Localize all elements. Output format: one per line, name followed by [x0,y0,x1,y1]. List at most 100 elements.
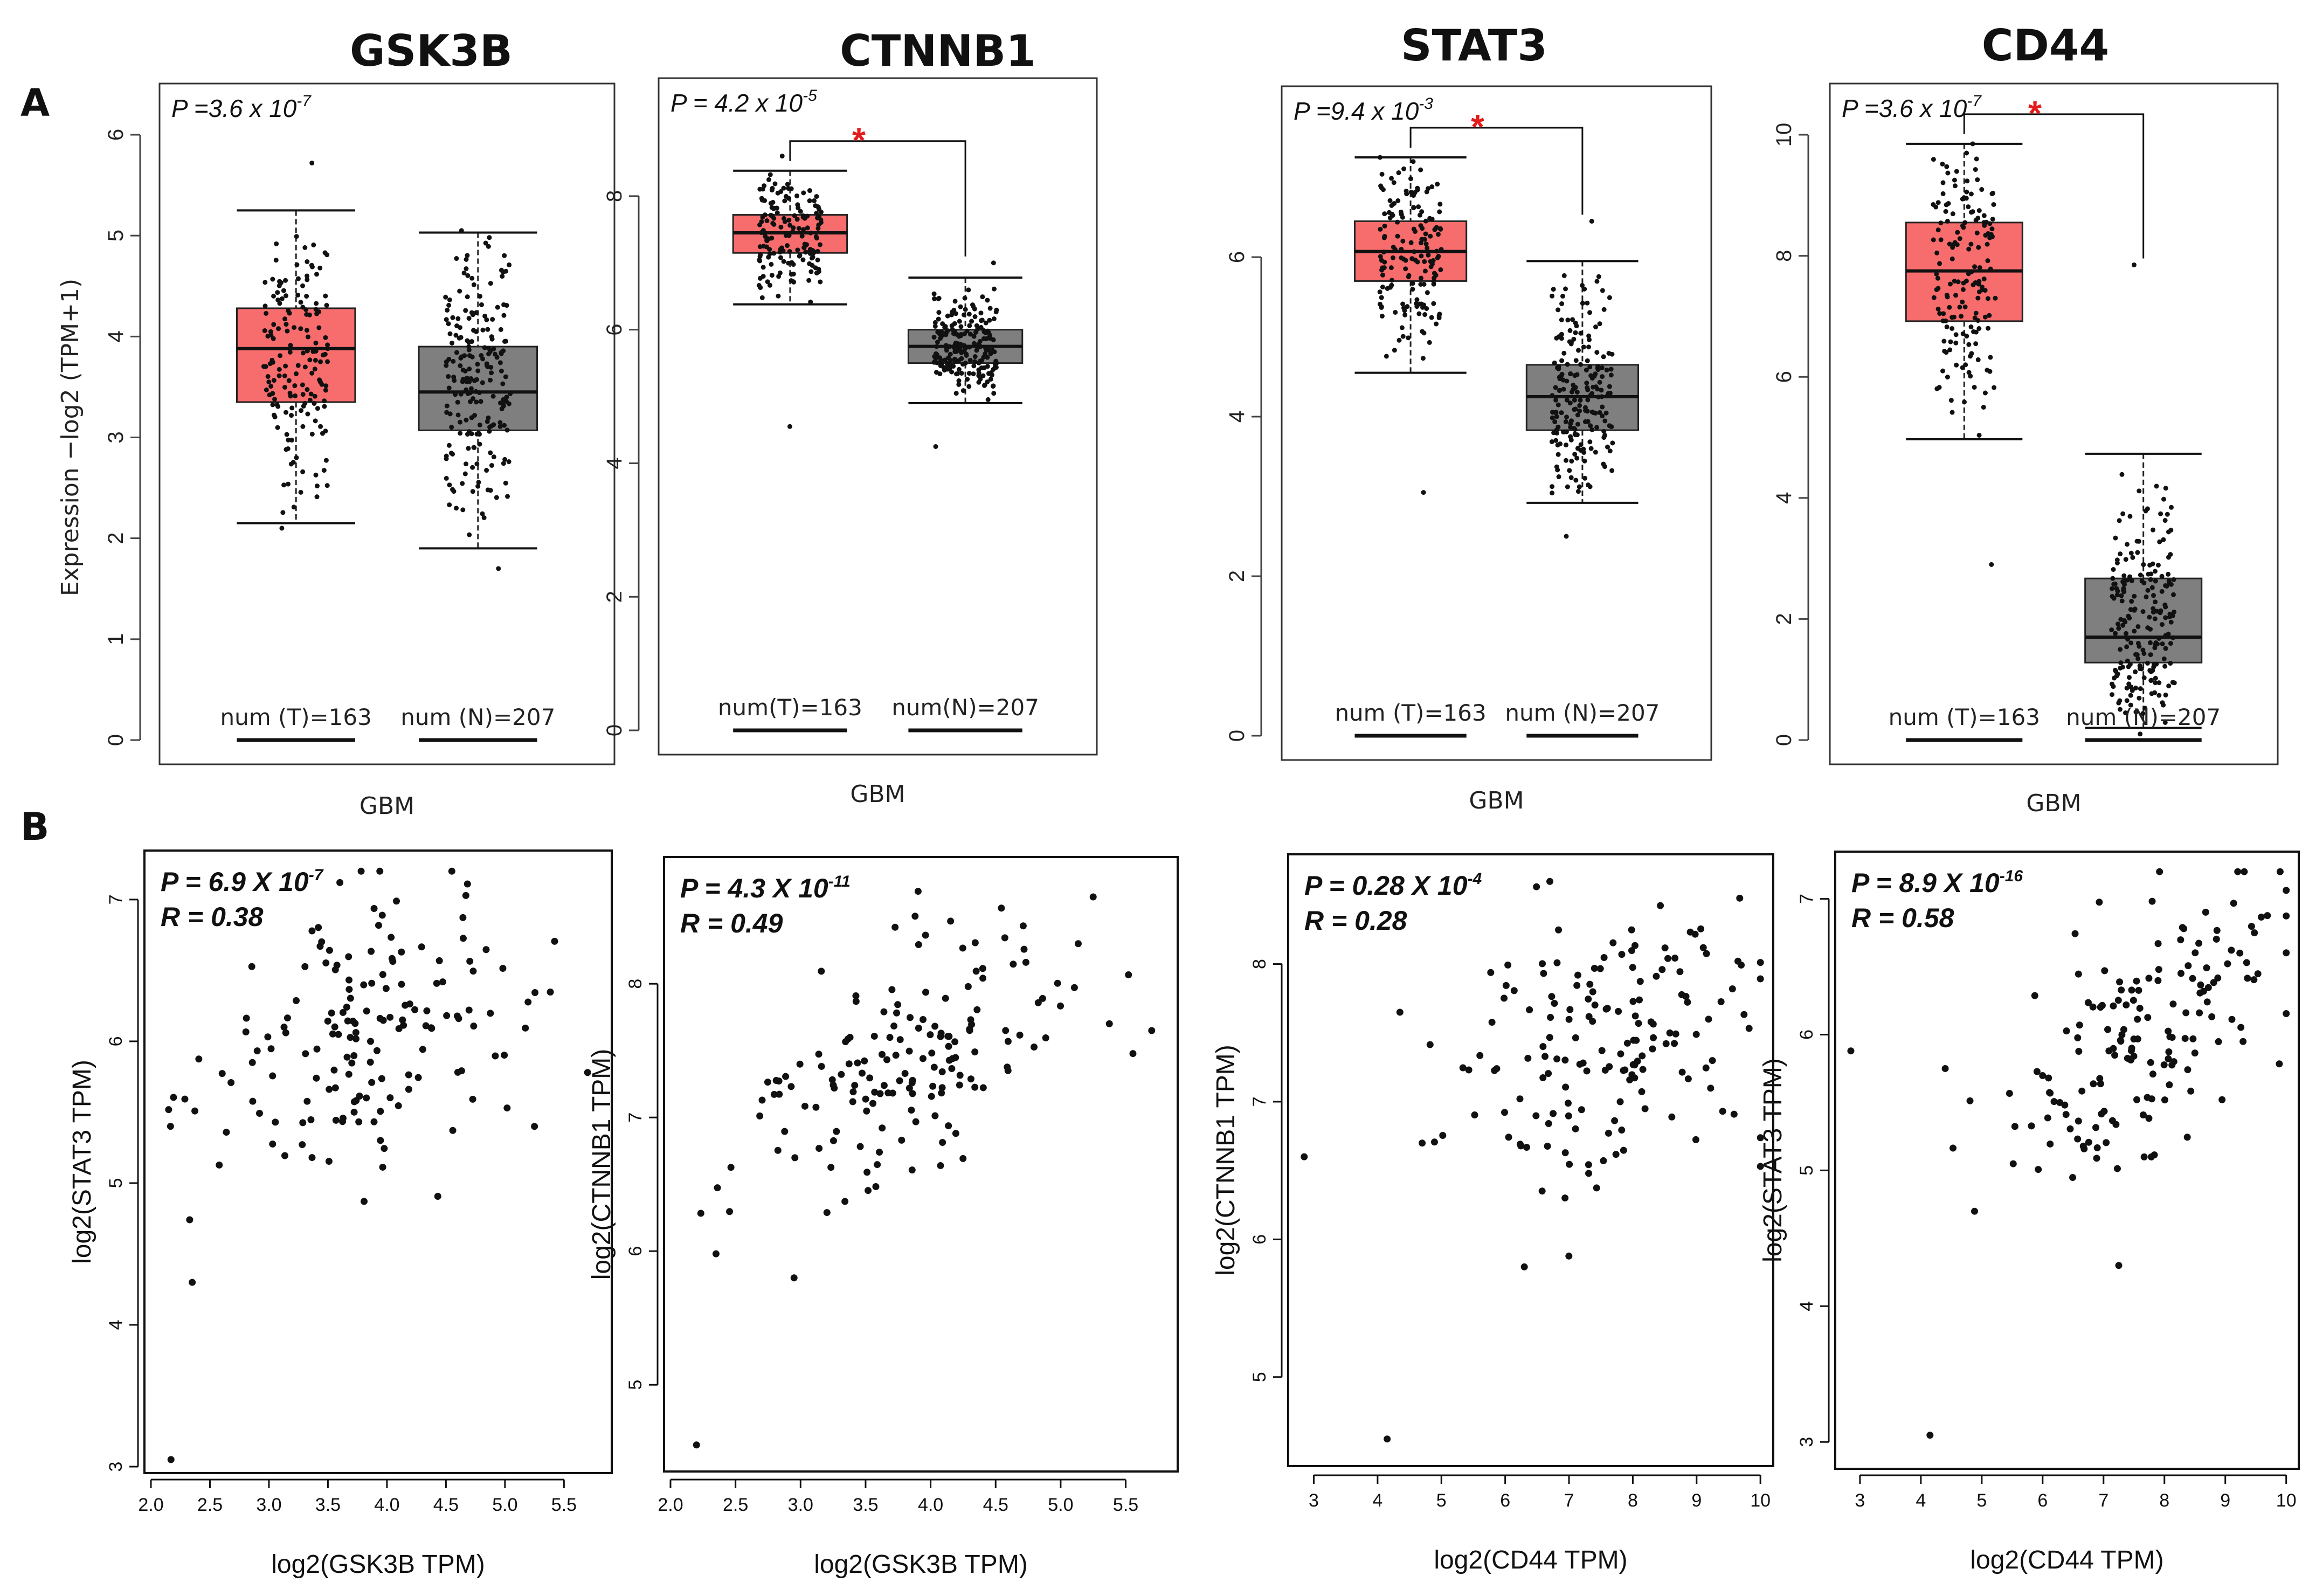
scatter-frame [663,856,1179,1473]
data-point [444,475,449,481]
data-point [1588,423,1593,429]
scatter-point [1551,1000,1558,1007]
data-point [273,258,279,263]
data-point [1976,326,1982,331]
x-tick-label: 2.5 [723,1495,748,1515]
data-point [1966,342,1972,347]
scatter-point [1664,955,1671,962]
data-point [475,368,481,374]
scatter-point [324,1017,331,1025]
scatter-point [971,1048,979,1056]
data-point [447,411,453,417]
scatter-point [248,1059,256,1066]
data-point [1560,293,1565,299]
scatter-point [584,1069,591,1076]
data-point [772,205,777,211]
data-point [775,210,780,216]
data-point [2161,702,2166,708]
data-point [1952,279,1957,284]
scatter-point [375,922,382,929]
scatter-point [2028,1122,2035,1130]
data-point [1378,226,1383,232]
data-point [1378,183,1384,189]
data-point [1400,301,1406,307]
scatter-point [919,1055,927,1062]
scatter-point [1539,1074,1547,1082]
data-point [318,359,323,364]
scatter-point [827,1164,835,1171]
scatter-point [267,1045,275,1053]
scatter-point [937,1162,944,1169]
data-point [1419,253,1424,259]
scatter-point [1544,1143,1551,1150]
data-point [1418,281,1423,287]
scatter-point [343,1004,350,1011]
data-point [770,185,775,191]
data-point [465,294,470,300]
data-point [1601,461,1606,467]
data-point [271,378,276,383]
data-point [1586,482,1591,488]
scatter-point [308,1154,316,1162]
data-point [2140,609,2146,614]
data-point [314,272,319,277]
data-point [1564,443,1569,448]
scatter-point [852,998,860,1005]
data-point [1572,452,1578,457]
data-point [1385,286,1390,291]
data-point [1391,244,1396,250]
data-point [1960,287,1966,292]
scatter-point [1585,996,1592,1003]
data-point [446,385,452,391]
scatter-point [2115,1262,2123,1269]
data-point [312,393,317,399]
data-point [314,494,320,500]
scatter-point [939,1139,946,1146]
scatter-point [377,1108,384,1115]
data-point [274,241,279,246]
scatter-point [818,1062,825,1070]
stat-p-value: P = 8.9 X 10-16 [1851,867,2023,898]
scatter-point [912,1118,920,1125]
data-point [289,438,294,443]
data-point [474,461,480,467]
data-point [2170,635,2176,640]
scatter-point [469,1095,476,1103]
data-point [281,288,286,293]
scatter-point [907,1014,914,1021]
data-point [1577,403,1582,408]
scatter-point [1510,987,1518,994]
scatter-point [972,968,980,975]
data-point [280,510,286,515]
data-point [1974,156,1979,162]
scatter-point [1671,1040,1678,1047]
data-point [2112,581,2118,586]
data-point [487,349,493,354]
data-point [317,265,323,271]
data-point [289,413,294,418]
data-point [271,336,276,341]
scatter-point [165,1106,172,1114]
data-point [1429,315,1434,320]
data-point [271,293,276,299]
data-point [447,482,452,488]
data-point [1960,196,1965,202]
data-point [1411,159,1416,164]
data-point [775,190,780,196]
scatter-point [1459,1064,1467,1072]
scatter-point [1547,1014,1554,1021]
data-point [1421,490,1426,495]
data-point [319,382,324,387]
data-point [2132,606,2138,612]
scatter-point [2169,1000,2177,1008]
data-point [1559,358,1565,363]
data-point [1985,296,1990,301]
data-point [931,360,937,365]
data-point [467,367,472,372]
data-point [1944,164,1949,169]
y-tick-label: 0 [1225,730,1249,742]
data-point [302,245,308,250]
data-point [300,382,305,388]
data-point [1952,241,1957,246]
data-point [1981,404,1986,410]
